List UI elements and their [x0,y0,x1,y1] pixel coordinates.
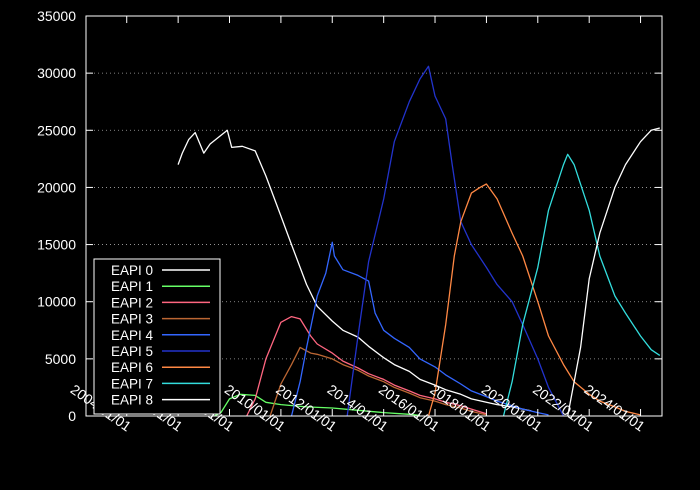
series-line-eapi-5 [346,65,565,417]
y-tick-label-6: 30000 [37,65,76,81]
series-line-eapi-4 [290,241,549,417]
y-tick-label-0: 0 [68,408,76,424]
series-line-eapi-8 [567,127,660,417]
y-tick-label-4: 20000 [37,179,76,195]
series-line-eapi-0 [177,129,532,412]
legend-label-3: EAPI 3 [111,312,153,327]
legend-label-4: EAPI 4 [111,328,154,343]
y-tick-label-2: 10000 [37,294,76,310]
legend-label-0: EAPI 0 [111,263,153,278]
legend-label-1: EAPI 1 [111,279,153,294]
legend-box [93,258,221,415]
y-tick-label-5: 25000 [37,122,76,138]
series-line-eapi-6 [427,183,641,417]
y-tick-label-7: 35000 [37,8,76,24]
series-line-eapi-3 [269,346,487,417]
legend-label-7: EAPI 7 [111,376,153,391]
plot-frame [85,15,663,417]
y-axis: 0 5000 10000 15000 20000 25000 30000 35000 [37,8,662,424]
legend-label-5: EAPI 5 [111,344,153,359]
series-line-eapi-2 [246,315,487,417]
series-layer [177,65,661,417]
legend-label-2: EAPI 2 [111,295,153,310]
series-line-eapi-7 [502,153,661,417]
y-tick-label-1: 5000 [45,351,76,367]
y-tick-label-3: 15000 [37,237,76,253]
legend-label-6: EAPI 6 [111,360,153,375]
legend-label-8: EAPI 8 [111,393,153,408]
